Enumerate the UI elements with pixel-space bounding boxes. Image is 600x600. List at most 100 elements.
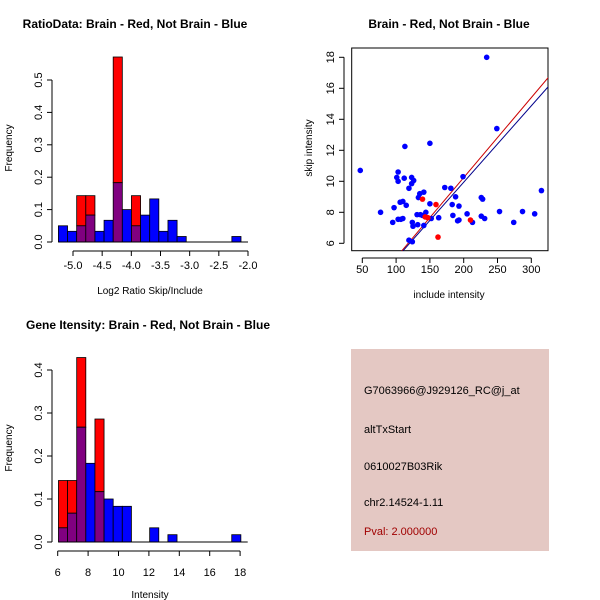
y-tick-label: 0.0 — [33, 534, 45, 549]
x-axis-label: Log2 Ratio Skip/Include — [97, 286, 203, 297]
blue-point — [496, 208, 503, 215]
info-panel: G7063966@J929126_RC@j_at altTxStart 0610… — [351, 349, 549, 551]
blue-point — [427, 200, 433, 207]
blue-point — [427, 140, 433, 147]
blue-point — [357, 167, 364, 174]
pval: Pval: 2.000000 — [364, 526, 438, 538]
y-axis-label: Frequency — [4, 124, 15, 171]
x-tick-label: 300 — [522, 264, 540, 276]
overlap-bar — [112, 182, 123, 243]
chart-title: RatioData: Brain - Red, Not Brain - Blue — [23, 17, 248, 31]
y-tick-label: 0.4 — [33, 105, 45, 120]
blue-point — [483, 54, 490, 61]
blue-bar — [140, 214, 151, 243]
x-tick-label: 250 — [488, 264, 506, 276]
y-tick-label: 0.2 — [33, 448, 45, 463]
blue-bar — [167, 534, 178, 543]
overlap-bar — [85, 214, 96, 243]
x-axis-label: Intensity — [131, 590, 168, 600]
blue-point — [481, 215, 488, 222]
y-tick-label: 0.4 — [33, 362, 45, 377]
overlap-bar — [76, 426, 87, 543]
x-tick-label: 100 — [387, 264, 405, 276]
blue-point — [421, 189, 427, 195]
blue-point — [452, 194, 459, 200]
chart-title: Gene Itensity: Brain - Red, Not Brain - … — [26, 318, 270, 332]
red-bar — [67, 480, 78, 514]
red-bar — [131, 195, 141, 227]
red-bar — [76, 357, 87, 428]
red-point — [435, 234, 441, 240]
blue-point — [377, 209, 384, 216]
location: chr2.14524-1.11 — [364, 497, 444, 509]
x-tick-label: 18 — [234, 567, 246, 579]
blue-point — [410, 177, 417, 184]
blue-bar — [103, 219, 114, 243]
blue-bar — [231, 534, 242, 543]
blue-point — [389, 219, 396, 226]
blue-bar — [94, 230, 105, 243]
gene-name: 0610027B03Rik — [364, 461, 443, 473]
blue-point — [460, 173, 466, 180]
blue-point — [402, 143, 408, 150]
blue-point — [400, 215, 406, 222]
red-fit-line — [401, 77, 549, 251]
overlap-bar — [67, 512, 78, 543]
x-tick-label: 50 — [356, 264, 368, 276]
y-tick-label: 10 — [325, 175, 337, 187]
red-point — [419, 196, 426, 202]
blue-bar — [121, 209, 132, 243]
y-tick-label: 8 — [325, 209, 337, 215]
y-tick-label: 18 — [325, 51, 337, 63]
blue-bar — [149, 198, 160, 243]
blue-point — [400, 198, 406, 205]
y-tick-label: 0.5 — [33, 72, 45, 87]
x-tick-label: 6 — [55, 567, 61, 579]
x-tick-label: -3.5 — [151, 260, 170, 272]
overlap-bar — [76, 225, 87, 243]
y-tick-label: 6 — [325, 240, 337, 246]
blue-point — [409, 238, 416, 245]
blue-point — [423, 209, 429, 216]
y-tick-label: 0.1 — [33, 491, 45, 506]
blue-point — [494, 125, 500, 132]
red-point — [433, 201, 439, 208]
y-tick-label: 14 — [325, 113, 337, 125]
red-bar — [94, 418, 105, 493]
x-tick-label: 14 — [173, 567, 185, 579]
blue-point — [449, 201, 456, 208]
chart-title: Brain - Red, Not Brain - Blue — [368, 17, 530, 31]
blue-bar — [121, 505, 132, 543]
blue-point — [464, 211, 470, 217]
x-tick-label: -2.5 — [209, 260, 228, 272]
blue-point — [456, 217, 462, 223]
y-tick-label: 12 — [325, 144, 337, 156]
red-point — [467, 217, 474, 223]
plot-box — [351, 47, 549, 252]
probe-id: G7063966@J929126_RC@j_at — [364, 385, 520, 397]
overlap-bar — [58, 527, 68, 543]
x-axis-label: include intensity — [413, 290, 484, 301]
x-tick-label: 10 — [112, 567, 124, 579]
x-tick-label: -2.0 — [239, 260, 258, 272]
y-tick-label: 16 — [325, 82, 337, 94]
y-tick-label: 0.3 — [33, 405, 45, 420]
red-bar — [85, 195, 96, 216]
blue-point — [435, 214, 442, 221]
y-tick-label: 0.2 — [33, 170, 45, 185]
blue-bar — [112, 505, 123, 543]
blue-point — [538, 187, 545, 194]
blue-point — [406, 185, 412, 192]
blue-point — [448, 185, 454, 192]
blue-bar — [167, 219, 178, 243]
blue-point — [510, 219, 517, 226]
blue-point — [414, 221, 421, 228]
y-tick-label: 0.0 — [33, 234, 45, 249]
x-tick-label: 150 — [421, 264, 439, 276]
blue-bar — [149, 527, 160, 543]
blue-bar — [67, 230, 78, 243]
blue-bar — [103, 498, 114, 543]
blue-point — [401, 175, 408, 181]
blue-point — [395, 178, 401, 185]
blue-point — [479, 196, 486, 202]
